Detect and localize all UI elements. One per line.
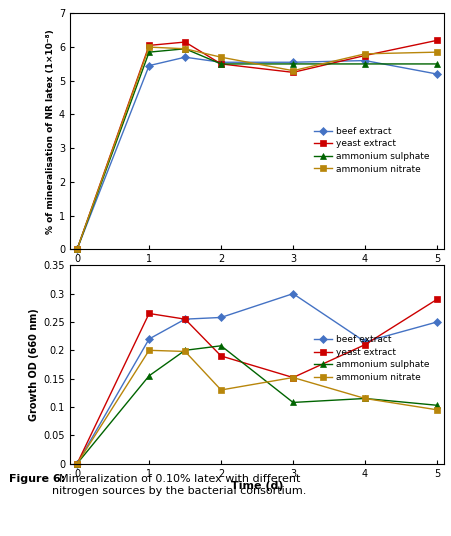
ammonium sulphate bbox=[290, 61, 296, 67]
beef extract bbox=[182, 54, 188, 61]
ammonium nitrate bbox=[362, 395, 368, 401]
ammonium sulphate bbox=[290, 399, 296, 406]
beef extract bbox=[362, 339, 368, 345]
ammonium nitrate bbox=[362, 50, 368, 57]
yeast extract bbox=[218, 353, 224, 359]
ammonium sulphate bbox=[362, 61, 368, 67]
ammonium sulphate bbox=[147, 49, 152, 55]
yeast extract bbox=[74, 460, 80, 467]
Line: yeast extract: yeast extract bbox=[74, 296, 440, 466]
yeast extract bbox=[74, 246, 80, 252]
Line: beef extract: beef extract bbox=[74, 291, 440, 466]
Line: ammonium nitrate: ammonium nitrate bbox=[74, 44, 440, 252]
Line: ammonium sulphate: ammonium sulphate bbox=[74, 343, 440, 466]
ammonium nitrate bbox=[218, 54, 224, 61]
Text: Mineralization of 0.10% latex with different
nitrogen sources by the bacterial c: Mineralization of 0.10% latex with diffe… bbox=[52, 474, 306, 496]
yeast extract bbox=[290, 69, 296, 76]
ammonium sulphate bbox=[182, 347, 188, 354]
yeast extract bbox=[434, 37, 440, 43]
ammonium sulphate bbox=[147, 373, 152, 379]
beef extract bbox=[290, 291, 296, 297]
yeast extract bbox=[147, 310, 152, 317]
ammonium sulphate bbox=[182, 46, 188, 52]
Line: yeast extract: yeast extract bbox=[74, 38, 440, 252]
ammonium nitrate bbox=[74, 460, 80, 467]
beef extract bbox=[147, 62, 152, 69]
yeast extract bbox=[218, 61, 224, 67]
ammonium nitrate bbox=[218, 387, 224, 393]
ammonium sulphate bbox=[218, 61, 224, 67]
ammonium nitrate bbox=[74, 246, 80, 252]
X-axis label: Time (d): Time (d) bbox=[231, 481, 283, 492]
Y-axis label: % of mineralisation of NR latex (1×10⁻⁸): % of mineralisation of NR latex (1×10⁻⁸) bbox=[46, 29, 55, 234]
yeast extract bbox=[182, 316, 188, 322]
ammonium nitrate bbox=[182, 46, 188, 52]
yeast extract bbox=[290, 374, 296, 381]
ammonium nitrate bbox=[290, 374, 296, 381]
yeast extract bbox=[182, 39, 188, 45]
beef extract bbox=[182, 316, 188, 322]
X-axis label: Time (d): Time (d) bbox=[231, 267, 283, 277]
Line: beef extract: beef extract bbox=[74, 55, 440, 252]
ammonium sulphate bbox=[434, 61, 440, 67]
Line: ammonium sulphate: ammonium sulphate bbox=[74, 46, 440, 252]
ammonium sulphate bbox=[74, 460, 80, 467]
beef extract bbox=[74, 460, 80, 467]
beef extract bbox=[434, 319, 440, 325]
ammonium nitrate bbox=[434, 49, 440, 55]
ammonium nitrate bbox=[434, 407, 440, 413]
Text: Figure 6:: Figure 6: bbox=[9, 474, 65, 485]
Legend: beef extract, yeast extract, ammonium sulphate, ammonium nitrate: beef extract, yeast extract, ammonium su… bbox=[312, 332, 432, 385]
ammonium nitrate bbox=[147, 347, 152, 354]
yeast extract bbox=[362, 53, 368, 59]
beef extract bbox=[74, 246, 80, 252]
ammonium nitrate bbox=[147, 44, 152, 50]
ammonium nitrate bbox=[182, 348, 188, 355]
ammonium sulphate bbox=[218, 343, 224, 349]
beef extract bbox=[290, 59, 296, 65]
yeast extract bbox=[434, 296, 440, 302]
beef extract bbox=[147, 336, 152, 342]
ammonium sulphate bbox=[74, 246, 80, 252]
yeast extract bbox=[362, 341, 368, 348]
beef extract bbox=[434, 71, 440, 77]
yeast extract bbox=[147, 42, 152, 49]
Legend: beef extract, yeast extract, ammonium sulphate, ammonium nitrate: beef extract, yeast extract, ammonium su… bbox=[312, 124, 432, 176]
ammonium sulphate bbox=[362, 395, 368, 401]
ammonium sulphate bbox=[434, 402, 440, 408]
beef extract bbox=[218, 314, 224, 321]
beef extract bbox=[362, 57, 368, 64]
Y-axis label: Growth OD (660 nm): Growth OD (660 nm) bbox=[29, 308, 39, 421]
Line: ammonium nitrate: ammonium nitrate bbox=[74, 347, 440, 466]
beef extract bbox=[218, 59, 224, 65]
ammonium nitrate bbox=[290, 68, 296, 74]
